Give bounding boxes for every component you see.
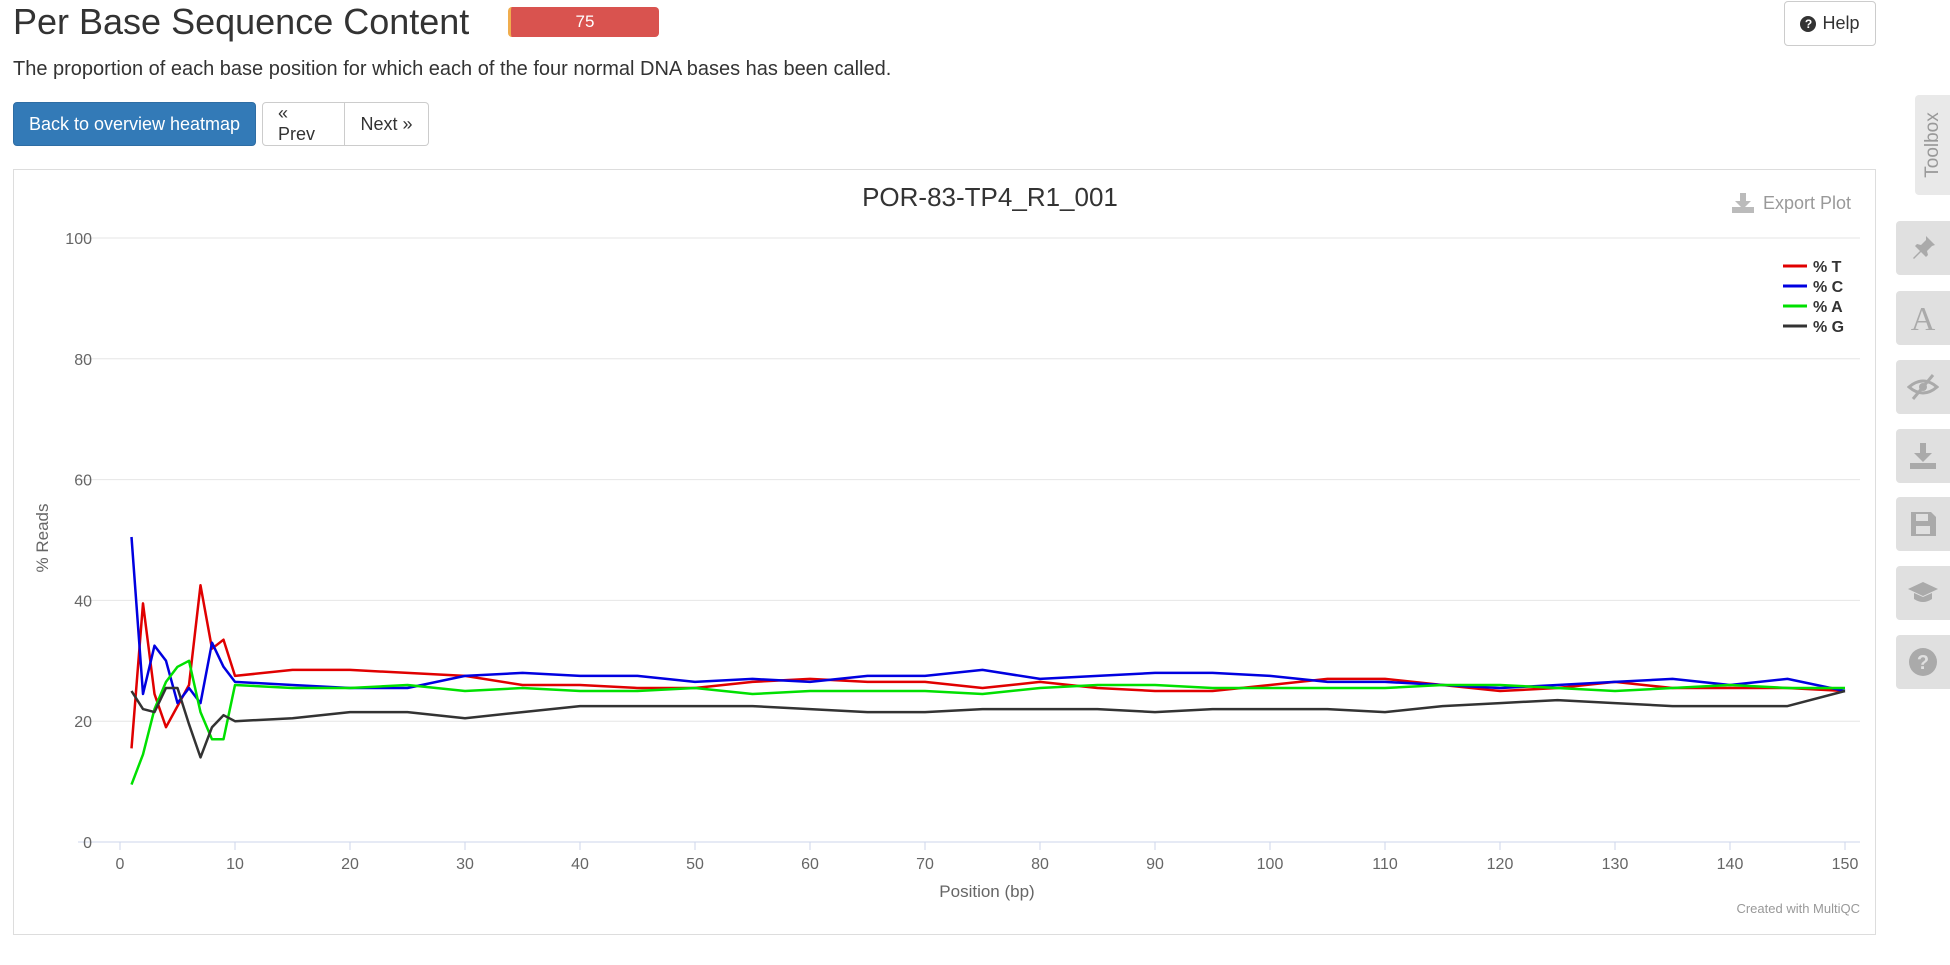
y-tick-label: 80 (74, 352, 92, 369)
y-tick-label: 60 (74, 473, 92, 490)
x-tick-label: 40 (571, 856, 589, 873)
export-plot-label: Export Plot (1763, 192, 1852, 213)
x-tick-label: 10 (226, 856, 244, 873)
x-tick-label: 30 (456, 856, 474, 873)
next-button[interactable]: Next » (345, 102, 429, 146)
legend-item[interactable]: % C (1813, 279, 1844, 296)
series-line[interactable] (130, 659, 1846, 786)
x-tick-label: 0 (116, 856, 125, 873)
rename-tool-button[interactable]: A (1896, 291, 1950, 345)
svg-text:?: ? (1917, 652, 1929, 674)
y-axis-label: % Reads (33, 504, 52, 573)
download-icon (1910, 443, 1936, 469)
legend-item[interactable]: % T (1813, 259, 1842, 276)
graduation-cap-icon (1908, 582, 1938, 602)
save-settings-tool-button[interactable] (1896, 497, 1950, 551)
question-icon: ? (1909, 648, 1937, 676)
series-lines (130, 536, 1846, 786)
hide-samples-tool-button[interactable] (1896, 360, 1950, 414)
x-tick-label: 120 (1487, 856, 1514, 873)
toolbox-toggle[interactable]: Toolbox (1915, 95, 1950, 195)
series-line[interactable] (130, 584, 1846, 749)
help-button[interactable]: ? Help (1784, 1, 1876, 46)
series-line[interactable] (130, 686, 1846, 759)
font-icon: A (1911, 301, 1936, 335)
save-icon (1911, 512, 1936, 536)
x-tick-label: 50 (686, 856, 704, 873)
y-tick-label: 40 (74, 593, 92, 610)
back-to-heatmap-button[interactable]: Back to overview heatmap (13, 102, 256, 146)
pin-icon (1913, 236, 1935, 259)
help-tour-tool-button[interactable] (1896, 566, 1950, 620)
legend: % T % C % A % G (1783, 259, 1844, 336)
highlight-tool-button[interactable] (1896, 221, 1950, 275)
chart-title: POR-83-TP4_R1_001 (862, 182, 1118, 212)
x-tick-label: 100 (1257, 856, 1284, 873)
export-plot-button[interactable]: Export Plot (1731, 192, 1851, 214)
y-tick-label: 0 (83, 835, 92, 852)
credit-text: Created with MultiQC (1736, 901, 1860, 916)
export-tool-button[interactable] (1896, 429, 1950, 483)
axes: 0 20 40 60 80 100 0 10 20 30 40 50 60 70 80 90 100 110 120… (65, 231, 1858, 873)
status-badge: 75 (508, 7, 659, 37)
x-tick-label: 70 (916, 856, 934, 873)
help-label: Help (1822, 13, 1860, 33)
question-circle-icon: ? (1800, 15, 1817, 32)
page-title: Per Base Sequence Content (13, 1, 470, 42)
toolbox-label: Toolbox (1921, 112, 1943, 178)
x-axis-label: Position (bp) (939, 882, 1034, 901)
legend-item[interactable]: % G (1813, 319, 1844, 336)
pagination-group: « Prev Next » (262, 102, 429, 146)
x-tick-label: 20 (341, 856, 359, 873)
plot-container (13, 169, 1876, 935)
x-tick-label: 140 (1717, 856, 1744, 873)
series-line[interactable] (130, 536, 1846, 705)
download-icon (1732, 193, 1754, 213)
grid-lines (78, 237, 1860, 843)
svg-text:A: A (1911, 301, 1936, 335)
x-tick-label: 150 (1832, 856, 1859, 873)
eye-slash-icon (1907, 374, 1939, 400)
y-tick-label: 20 (74, 714, 92, 731)
prev-button[interactable]: « Prev (262, 102, 345, 146)
about-tool-button[interactable]: ? (1896, 635, 1950, 689)
y-tick-label: 100 (65, 231, 92, 248)
x-tick-label: 80 (1031, 856, 1049, 873)
x-tick-label: 130 (1602, 856, 1629, 873)
x-tick-label: 110 (1372, 856, 1398, 873)
x-tick-label: 60 (801, 856, 819, 873)
legend-item[interactable]: % A (1813, 299, 1843, 316)
section-description: The proportion of each base position for… (13, 58, 892, 80)
x-tick-label: 90 (1146, 856, 1164, 873)
